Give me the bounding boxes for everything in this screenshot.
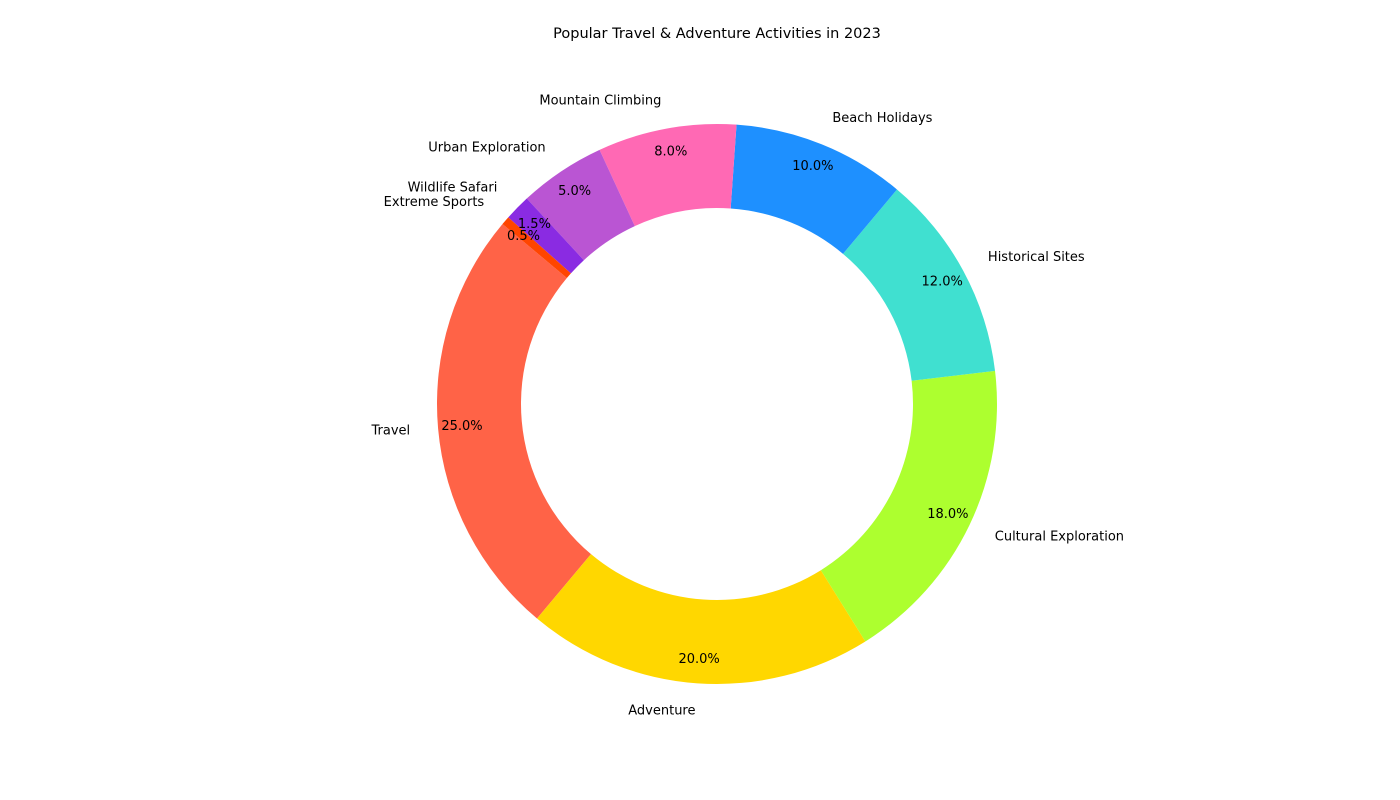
slice-label-adventure: Adventure bbox=[628, 704, 695, 719]
slice-label-urban-exploration: Urban Exploration bbox=[428, 141, 545, 156]
slice-extreme-sports bbox=[502, 217, 571, 279]
slice-label-travel: Travel bbox=[371, 423, 411, 438]
slice-wildlife-safari bbox=[508, 198, 584, 274]
slice-label-historical-sites: Historical Sites bbox=[988, 250, 1085, 265]
slice-label-extreme-sports: Extreme Sports bbox=[384, 195, 485, 210]
percent-label-extreme-sports: 0.5% bbox=[507, 229, 540, 244]
percent-label-adventure: 20.0% bbox=[678, 652, 719, 667]
percent-label-wildlife-safari: 1.5% bbox=[518, 217, 551, 232]
percent-label-historical-sites: 12.0% bbox=[922, 275, 963, 290]
percent-label-beach-holidays: 10.0% bbox=[792, 159, 833, 174]
slice-label-mountain-climbing: Mountain Climbing bbox=[539, 94, 661, 109]
slices-group bbox=[437, 123, 997, 684]
percent-label-cultural-exploration: 18.0% bbox=[927, 507, 968, 522]
percent-labels-group: 25.0% 20.0% 18.0% 12.0% 10.0% 8.0% 5.0% 1.5%0.5… bbox=[441, 145, 968, 667]
chart-title: Popular Travel & Adventure Activities in… bbox=[553, 26, 881, 42]
slice-travel bbox=[437, 224, 592, 619]
slice-label-beach-holidays: Beach Holidays bbox=[832, 111, 932, 126]
slice-urban-exploration bbox=[526, 149, 635, 261]
slice-label-cultural-exploration: Cultural Exploration bbox=[995, 530, 1124, 545]
slice-mountain-climbing bbox=[599, 123, 737, 227]
slice-adventure bbox=[537, 554, 866, 684]
slice-beach-holidays bbox=[730, 124, 897, 254]
labels-group: Travel Adventure Cultural Exploration Histo… bbox=[371, 94, 1125, 719]
slice-label-wildlife-safari: Wildlife Safari bbox=[408, 181, 498, 196]
slice-historical-sites bbox=[842, 189, 996, 381]
percent-label-urban-exploration: 5.0% bbox=[558, 184, 591, 199]
percent-label-travel: 25.0% bbox=[441, 419, 482, 434]
percent-label-mountain-climbing: 8.0% bbox=[654, 145, 687, 160]
slice-cultural-exploration bbox=[820, 370, 997, 642]
